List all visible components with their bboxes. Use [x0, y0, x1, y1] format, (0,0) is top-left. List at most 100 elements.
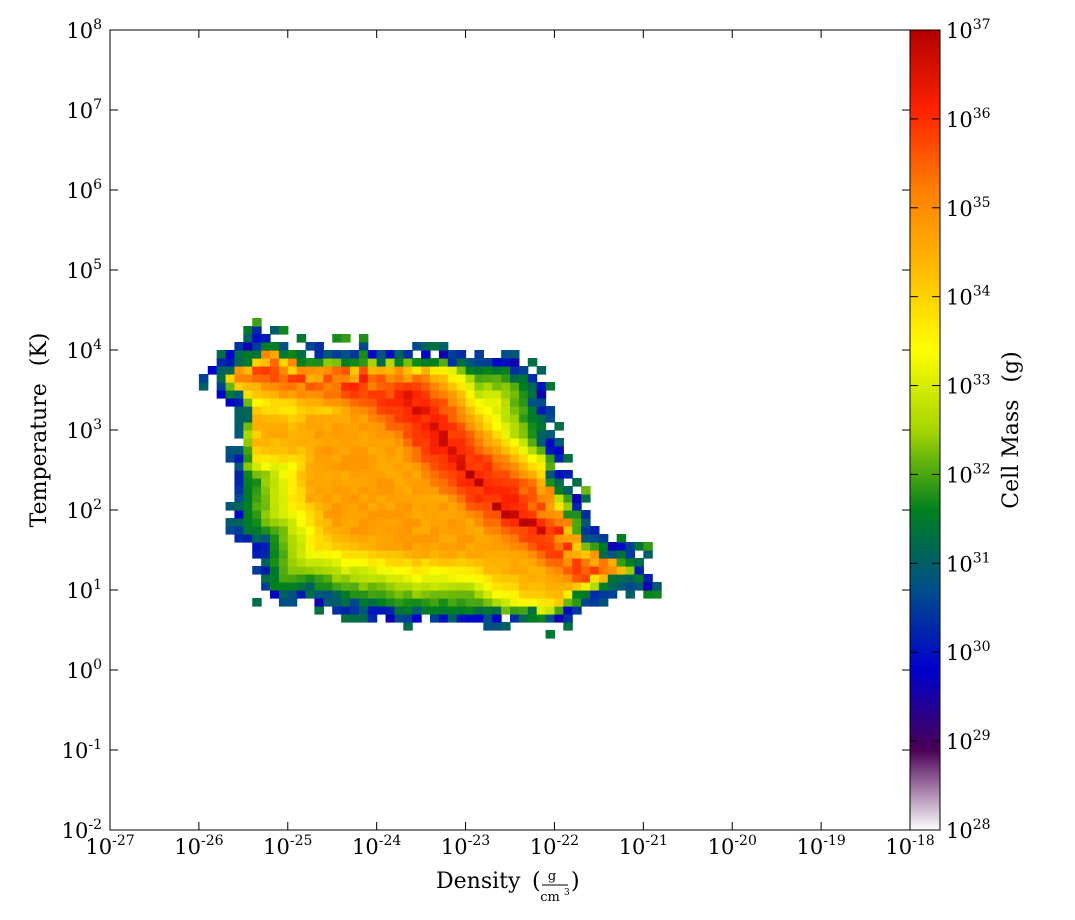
- heatmap-cell: [403, 390, 413, 399]
- heatmap-cell: [296, 446, 307, 455]
- heatmap-cell: [430, 550, 440, 559]
- heatmap-cell: [341, 454, 351, 463]
- heatmap-cell: [270, 326, 280, 335]
- heatmap-cell: [332, 510, 342, 519]
- heatmap-cell: [252, 366, 262, 375]
- heatmap-cell: [350, 446, 360, 455]
- heatmap-cell: [252, 462, 262, 471]
- heatmap-cell: [287, 454, 298, 463]
- heatmap-cell: [394, 606, 404, 615]
- x-axis-label-close-paren: ): [571, 869, 580, 894]
- heatmap-cell: [421, 598, 431, 607]
- heatmap-cell: [456, 598, 467, 607]
- heatmap-cell: [545, 406, 556, 415]
- heatmap-cell: [447, 542, 458, 551]
- heatmap-cell: [581, 550, 591, 559]
- heatmap-cell: [367, 614, 378, 623]
- heatmap-cell: [430, 526, 440, 535]
- heatmap-cell: [527, 510, 538, 519]
- heatmap-cell: [358, 374, 369, 383]
- heatmap-cell: [456, 406, 467, 415]
- heatmap-cell: [518, 462, 529, 471]
- heatmap-cell: [598, 534, 609, 543]
- heatmap-cell: [225, 518, 236, 527]
- x-tick-label: 10-22: [530, 833, 579, 859]
- heatmap-cell: [394, 366, 404, 375]
- heatmap-cell: [341, 598, 351, 607]
- heatmap-cell: [394, 414, 404, 423]
- heatmap-cell: [403, 430, 413, 439]
- heatmap-cell: [465, 558, 476, 567]
- heatmap-cell: [501, 398, 511, 407]
- heatmap-cell: [412, 598, 422, 607]
- heatmap-cell: [518, 446, 529, 455]
- heatmap-cell: [590, 534, 600, 543]
- heatmap-cell: [492, 582, 502, 591]
- heatmap-cell: [474, 518, 484, 527]
- y-axis-label: Temperature (K): [27, 333, 52, 528]
- heatmap-cell: [527, 478, 538, 487]
- heatmap-cell: [350, 390, 360, 399]
- heatmap-cell: [367, 598, 378, 607]
- heatmap-cell: [278, 406, 289, 415]
- heatmap-cell: [465, 502, 476, 511]
- heatmap-cell: [234, 422, 244, 431]
- heatmap-cell: [394, 518, 404, 527]
- heatmap-cell: [527, 470, 538, 479]
- heatmap-cell: [581, 534, 591, 543]
- heatmap-cell: [554, 590, 564, 599]
- heatmap-cell: [598, 574, 609, 583]
- heatmap-cell: [563, 582, 573, 591]
- heatmap-cell: [581, 486, 591, 495]
- heatmap-cell: [456, 542, 467, 551]
- heatmap-cell: [278, 486, 289, 495]
- heatmap-cell: [403, 470, 413, 479]
- heatmap-cell: [243, 454, 253, 463]
- heatmap-cell: [296, 414, 307, 423]
- heatmap-cell: [323, 486, 333, 495]
- heatmap-cell: [376, 558, 387, 567]
- heatmap-cell: [518, 486, 529, 495]
- heatmap-cell: [225, 350, 236, 359]
- heatmap-cell: [412, 502, 422, 511]
- heatmap-cell: [350, 574, 360, 583]
- x-tick-label: 10-25: [263, 833, 312, 859]
- heatmap-cell: [581, 518, 591, 527]
- heatmap-cell: [252, 422, 262, 431]
- heatmap-cell: [278, 510, 289, 519]
- heatmap-cell: [376, 470, 387, 479]
- heatmap-cell: [385, 518, 396, 527]
- heatmap-cell: [278, 438, 289, 447]
- heatmap-cell: [358, 598, 369, 607]
- heatmap-cell: [385, 438, 396, 447]
- heatmap-cell: [305, 550, 316, 559]
- heatmap-cell: [394, 390, 404, 399]
- heatmap-cell: [376, 446, 387, 455]
- heatmap-cell: [483, 390, 493, 399]
- heatmap-cell: [430, 478, 440, 487]
- heatmap-cell: [376, 494, 387, 503]
- y-axis-label-units: (K): [27, 333, 52, 367]
- heatmap-cell: [492, 510, 502, 519]
- heatmap-cell: [243, 438, 253, 447]
- heatmap-cell: [287, 542, 298, 551]
- heatmap-cell: [527, 494, 538, 503]
- heatmap-cell: [243, 366, 253, 375]
- heatmap-cell: [278, 478, 289, 487]
- heatmap-cell: [270, 438, 280, 447]
- heatmap-cell: [527, 574, 538, 583]
- heatmap-cell: [438, 558, 449, 567]
- heatmap-cell: [430, 342, 440, 351]
- heatmap-cell: [270, 470, 280, 479]
- heatmap-cell: [492, 470, 502, 479]
- heatmap-cell: [278, 398, 289, 407]
- heatmap-cell: [305, 358, 316, 367]
- heatmap-cell: [634, 542, 644, 551]
- heatmap-cell: [545, 614, 556, 623]
- heatmap-cell: [225, 446, 236, 455]
- heatmap-cell: [270, 494, 280, 503]
- heatmap-cell: [456, 414, 467, 423]
- heatmap-cell: [563, 526, 573, 535]
- heatmap-cell: [465, 534, 476, 543]
- heatmap-cell: [394, 398, 404, 407]
